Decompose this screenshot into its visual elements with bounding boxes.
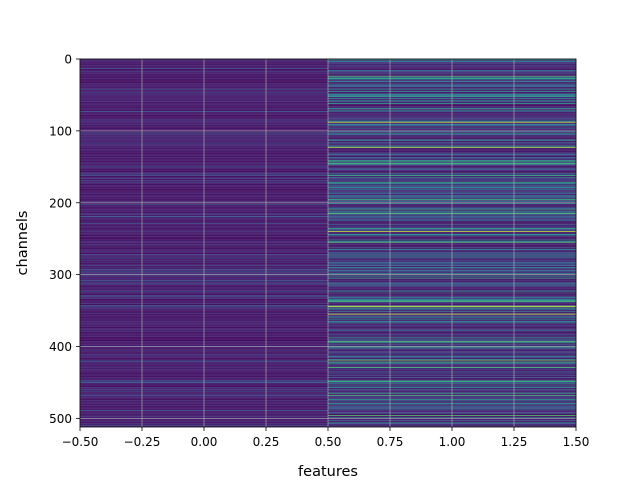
x-axis-label: features bbox=[298, 464, 358, 480]
y-axis: 0 100 200 300 400 500 bbox=[49, 53, 80, 426]
x-tick-label: −0.50 bbox=[62, 435, 99, 449]
x-tick-label: 1.50 bbox=[563, 435, 590, 449]
y-tick-label: 200 bbox=[49, 196, 72, 210]
x-tick-label: 1.00 bbox=[439, 435, 466, 449]
y-tick-label: 400 bbox=[49, 340, 72, 354]
x-tick-label: 0.25 bbox=[253, 435, 280, 449]
x-tick-label: −0.25 bbox=[124, 435, 161, 449]
x-axis: −0.50 −0.25 0.00 0.25 0.50 0.75 1.00 1.25 1.50 bbox=[62, 427, 590, 449]
x-tick-label: 0.50 bbox=[315, 435, 342, 449]
x-tick-label: 1.25 bbox=[501, 435, 528, 449]
x-tick-label: 0.75 bbox=[377, 435, 404, 449]
y-tick-label: 100 bbox=[49, 124, 72, 138]
x-tick-label: 0.00 bbox=[191, 435, 218, 449]
y-tick-label: 0 bbox=[64, 53, 72, 67]
y-tick-label: 500 bbox=[49, 412, 72, 426]
y-axis-label: channels bbox=[15, 211, 31, 276]
y-tick-label: 300 bbox=[49, 268, 72, 282]
